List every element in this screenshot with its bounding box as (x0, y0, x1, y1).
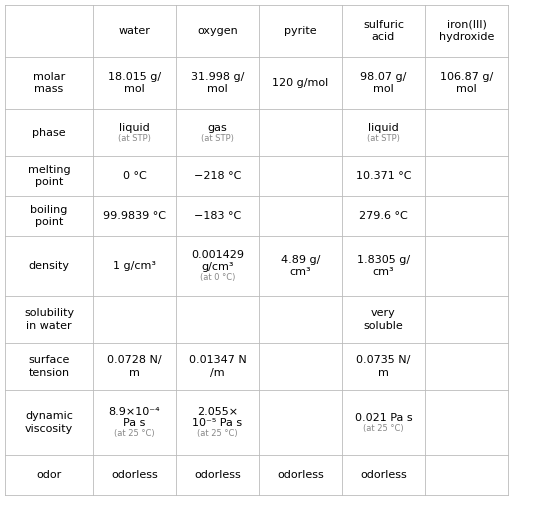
Text: (at 25 °C): (at 25 °C) (114, 429, 155, 438)
Text: sulfuric
acid: sulfuric acid (363, 20, 404, 42)
Text: 0 °C: 0 °C (123, 171, 146, 181)
Text: −183 °C: −183 °C (194, 211, 241, 221)
Text: odorless: odorless (194, 470, 241, 480)
Text: pyrite: pyrite (284, 26, 317, 36)
Text: solubility
in water: solubility in water (24, 308, 74, 331)
Text: water: water (118, 26, 151, 36)
Text: −218 °C: −218 °C (194, 171, 241, 181)
Text: 120 g/mol: 120 g/mol (272, 78, 329, 88)
Text: (at STP): (at STP) (201, 134, 234, 143)
Text: 0.0735 N/
m: 0.0735 N/ m (357, 355, 411, 378)
Text: 99.9839 °C: 99.9839 °C (103, 211, 166, 221)
Text: gas: gas (207, 123, 227, 132)
Text: dynamic
viscosity: dynamic viscosity (25, 411, 73, 434)
Text: (at 25 °C): (at 25 °C) (197, 429, 238, 438)
Text: (at 0 °C): (at 0 °C) (200, 273, 235, 282)
Text: 31.998 g/
mol: 31.998 g/ mol (191, 72, 244, 94)
Text: 0.021 Pa s: 0.021 Pa s (355, 412, 412, 423)
Text: very
soluble: very soluble (364, 308, 403, 331)
Text: molar
mass: molar mass (33, 72, 65, 94)
Text: liquid: liquid (119, 123, 150, 132)
Text: 10.371 °C: 10.371 °C (356, 171, 411, 181)
Text: 18.015 g/
mol: 18.015 g/ mol (108, 72, 161, 94)
Text: 1 g/cm³: 1 g/cm³ (113, 261, 156, 271)
Text: odor: odor (37, 470, 62, 480)
Text: (at 25 °C): (at 25 °C) (363, 424, 404, 433)
Text: 0.0728 N/
m: 0.0728 N/ m (107, 355, 162, 378)
Text: surface
tension: surface tension (28, 355, 70, 378)
Text: odorless: odorless (360, 470, 407, 480)
Text: 1.8305 g/
cm³: 1.8305 g/ cm³ (357, 255, 410, 277)
Text: 2.055×
10⁻⁵ Pa s: 2.055× 10⁻⁵ Pa s (192, 407, 242, 428)
Text: 106.87 g/
mol: 106.87 g/ mol (440, 72, 493, 94)
Text: boiling
point: boiling point (31, 205, 68, 227)
Text: 0.001429
g/cm³: 0.001429 g/cm³ (191, 250, 244, 272)
Text: iron(III)
hydroxide: iron(III) hydroxide (439, 20, 494, 42)
Text: melting
point: melting point (28, 165, 70, 187)
Text: 0.01347 N
/m: 0.01347 N /m (188, 355, 246, 378)
Text: odorless: odorless (277, 470, 324, 480)
Text: (at STP): (at STP) (367, 134, 400, 143)
Text: oxygen: oxygen (197, 26, 238, 36)
Text: liquid: liquid (368, 123, 399, 132)
Text: (at STP): (at STP) (118, 134, 151, 143)
Text: phase: phase (32, 128, 66, 137)
Text: 98.07 g/
mol: 98.07 g/ mol (360, 72, 407, 94)
Text: 8.9×10⁻⁴
Pa s: 8.9×10⁻⁴ Pa s (109, 407, 161, 428)
Text: 4.89 g/
cm³: 4.89 g/ cm³ (281, 255, 320, 277)
Text: odorless: odorless (111, 470, 158, 480)
Text: 279.6 °C: 279.6 °C (359, 211, 408, 221)
Text: density: density (28, 261, 69, 271)
